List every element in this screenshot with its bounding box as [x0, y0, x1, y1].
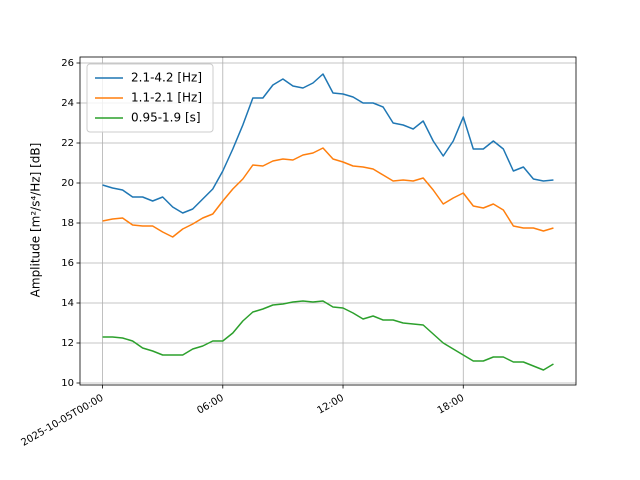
y-tick-label: 20 — [61, 178, 74, 189]
y-tick-label: 14 — [61, 298, 74, 309]
y-tick-label: 24 — [61, 98, 74, 109]
y-tick-label: 18 — [61, 218, 74, 229]
plot-frame — [79, 56, 577, 386]
line-series — [102, 147, 554, 238]
line-series — [102, 73, 554, 214]
legend-box — [86, 63, 214, 133]
y-tick-label: 12 — [61, 338, 74, 349]
y-tick-label: 16 — [61, 258, 74, 269]
y-tick-label: 22 — [61, 138, 74, 149]
line-series — [102, 300, 554, 371]
y-tick-label: 26 — [61, 58, 74, 69]
legend-label: 0.95-1.9 [s] — [131, 111, 201, 125]
legend-label: 2.1-4.2 [Hz] — [131, 71, 202, 85]
legend: 2.1-4.2 [Hz] 1.1-2.1 [Hz] 0.95-1.9 [s] — [86, 63, 214, 133]
y-tick-label: 10 — [61, 378, 74, 389]
legend-label: 1.1-2.1 [Hz] — [131, 91, 202, 105]
y-axis-label: Amplitude [m²/s⁴/Hz] [dB] — [29, 143, 43, 298]
